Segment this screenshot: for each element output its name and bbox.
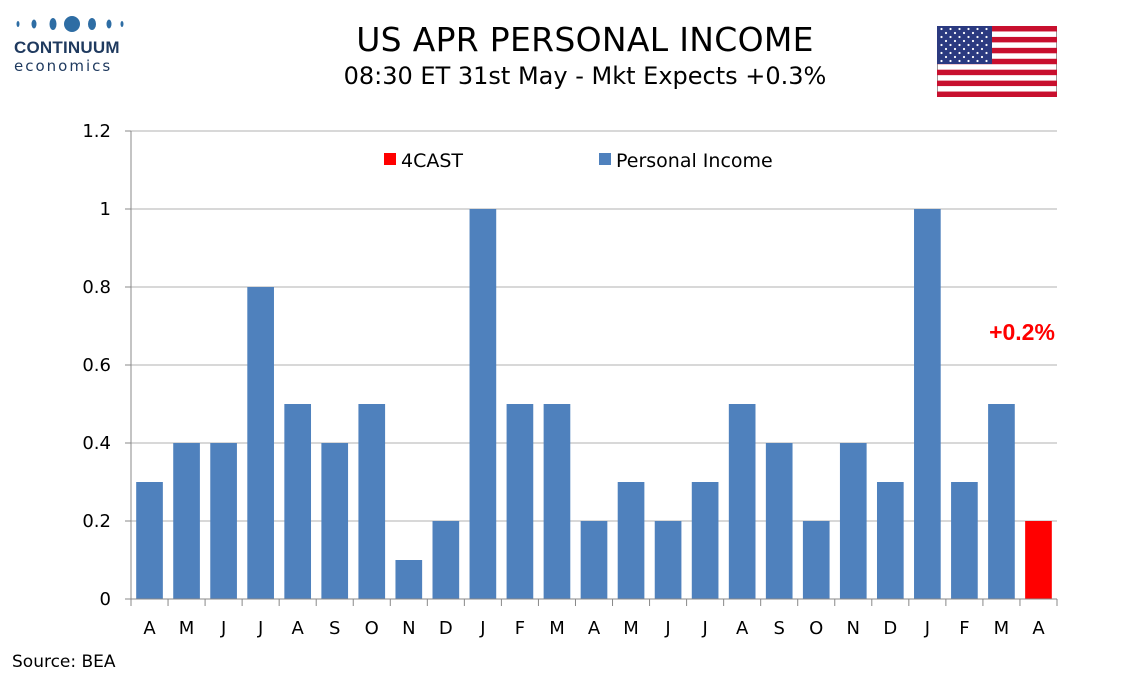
bar-personal-income [691,482,719,599]
x-tick-label: A [736,618,749,639]
bar-personal-income [802,521,830,599]
bar-personal-income [654,521,682,599]
bar-personal-income [432,521,460,599]
bar-personal-income [506,404,534,599]
x-tick-label: J [924,618,930,639]
x-tick-label: A [588,618,601,639]
x-tick-label: J [220,618,226,639]
x-tick-label: N [402,618,415,639]
y-tick-label: 0.6 [82,355,111,376]
continuum-logo: CONTINUUM economics [14,14,134,75]
logo-subtitle: economics [14,57,113,75]
bar-personal-income [765,443,793,599]
y-tick-label: 1.2 [82,121,111,142]
legend-swatch-4cast [384,153,396,165]
bar-personal-income [321,443,349,599]
forecast-annotation: +0.2% [989,319,1055,345]
axes [130,131,1058,606]
legend: 4CAST Personal Income [384,150,773,172]
x-tick-label: J [701,618,707,639]
bar-personal-income [358,404,386,599]
bar-personal-income [951,482,978,599]
x-tick-label: J [664,618,670,639]
legend-swatch-personal-income [599,153,611,165]
chart-subtitle: 08:30 ET 31st May - Mkt Expects +0.3% [343,62,827,90]
chart-title: US APR PERSONAL INCOME [356,20,814,59]
logo-dots-icon [16,16,124,32]
y-tick-labels: 0 0.2 0.4 0.6 0.8 1 1.2 [82,121,111,610]
x-tick-label: F [959,618,969,639]
legend-label-4cast: 4CAST [401,150,463,172]
source-note: Source: BEA [12,652,116,672]
x-tick-label: M [549,618,565,639]
y-tick-label: 1 [100,199,111,220]
bars [136,209,1052,599]
bar-4cast [1025,521,1052,599]
bar-personal-income [914,209,941,599]
x-tick-label: N [847,618,860,639]
x-tick-label: D [883,618,897,639]
x-tick-label: S [773,618,784,639]
bar-personal-income [728,404,756,599]
x-tick-label: M [623,618,639,639]
y-tick-label: 0.4 [82,433,111,454]
bar-personal-income [839,443,867,599]
bar-personal-income [173,443,200,599]
x-tick-label: A [143,618,156,639]
x-tick-label: A [292,618,305,639]
bar-personal-income [469,209,497,599]
bar-personal-income [988,404,1015,599]
x-tick-label: M [179,618,195,639]
bar-personal-income [136,482,163,599]
x-tick-label: S [329,618,340,639]
x-tick-label: M [994,618,1010,639]
bar-personal-income [876,482,904,599]
x-tick-label: J [257,618,263,639]
x-tick-label: J [479,618,485,639]
bar-personal-income [247,287,274,599]
x-tick-label: O [365,618,379,639]
x-tick-label: A [1032,618,1045,639]
x-tick-label: O [809,618,823,639]
bar-personal-income [395,560,423,599]
logo-name: CONTINUUM [14,38,120,57]
y-tick-label: 0.8 [82,277,111,298]
bar-personal-income [210,443,237,599]
bar-personal-income [580,521,608,599]
bar-personal-income [543,404,571,599]
bar-personal-income [284,404,312,599]
us-flag-icon [937,26,1057,97]
y-tick-label: 0.2 [82,511,111,532]
x-tick-label: F [515,618,525,639]
x-tick-label: D [439,618,453,639]
y-tick-label: 0 [100,589,111,610]
legend-label-personal-income: Personal Income [616,150,773,172]
bar-personal-income [617,482,645,599]
